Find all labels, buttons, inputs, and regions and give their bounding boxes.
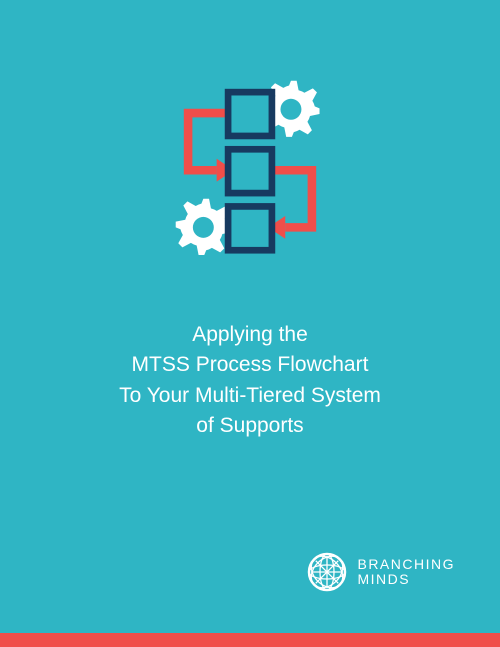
title-line-3: To Your Multi-Tiered System <box>119 381 381 411</box>
logo-text: BRANCHING MINDS <box>357 557 455 588</box>
page-title: Applying the MTSS Process Flowchart To Y… <box>79 320 421 442</box>
logo-text-bottom: MINDS <box>357 572 455 587</box>
title-line-1: Applying the <box>119 320 381 350</box>
title-line-2: MTSS Process Flowchart <box>119 350 381 380</box>
footer-accent-bar <box>0 633 500 647</box>
logo-icon <box>307 552 347 592</box>
cover-page: Applying the MTSS Process Flowchart To Y… <box>0 0 500 647</box>
brand-logo: BRANCHING MINDS <box>307 552 455 592</box>
logo-text-top: BRANCHING <box>357 557 455 572</box>
title-line-4: of Supports <box>119 411 381 441</box>
flowchart-icon <box>150 75 350 275</box>
